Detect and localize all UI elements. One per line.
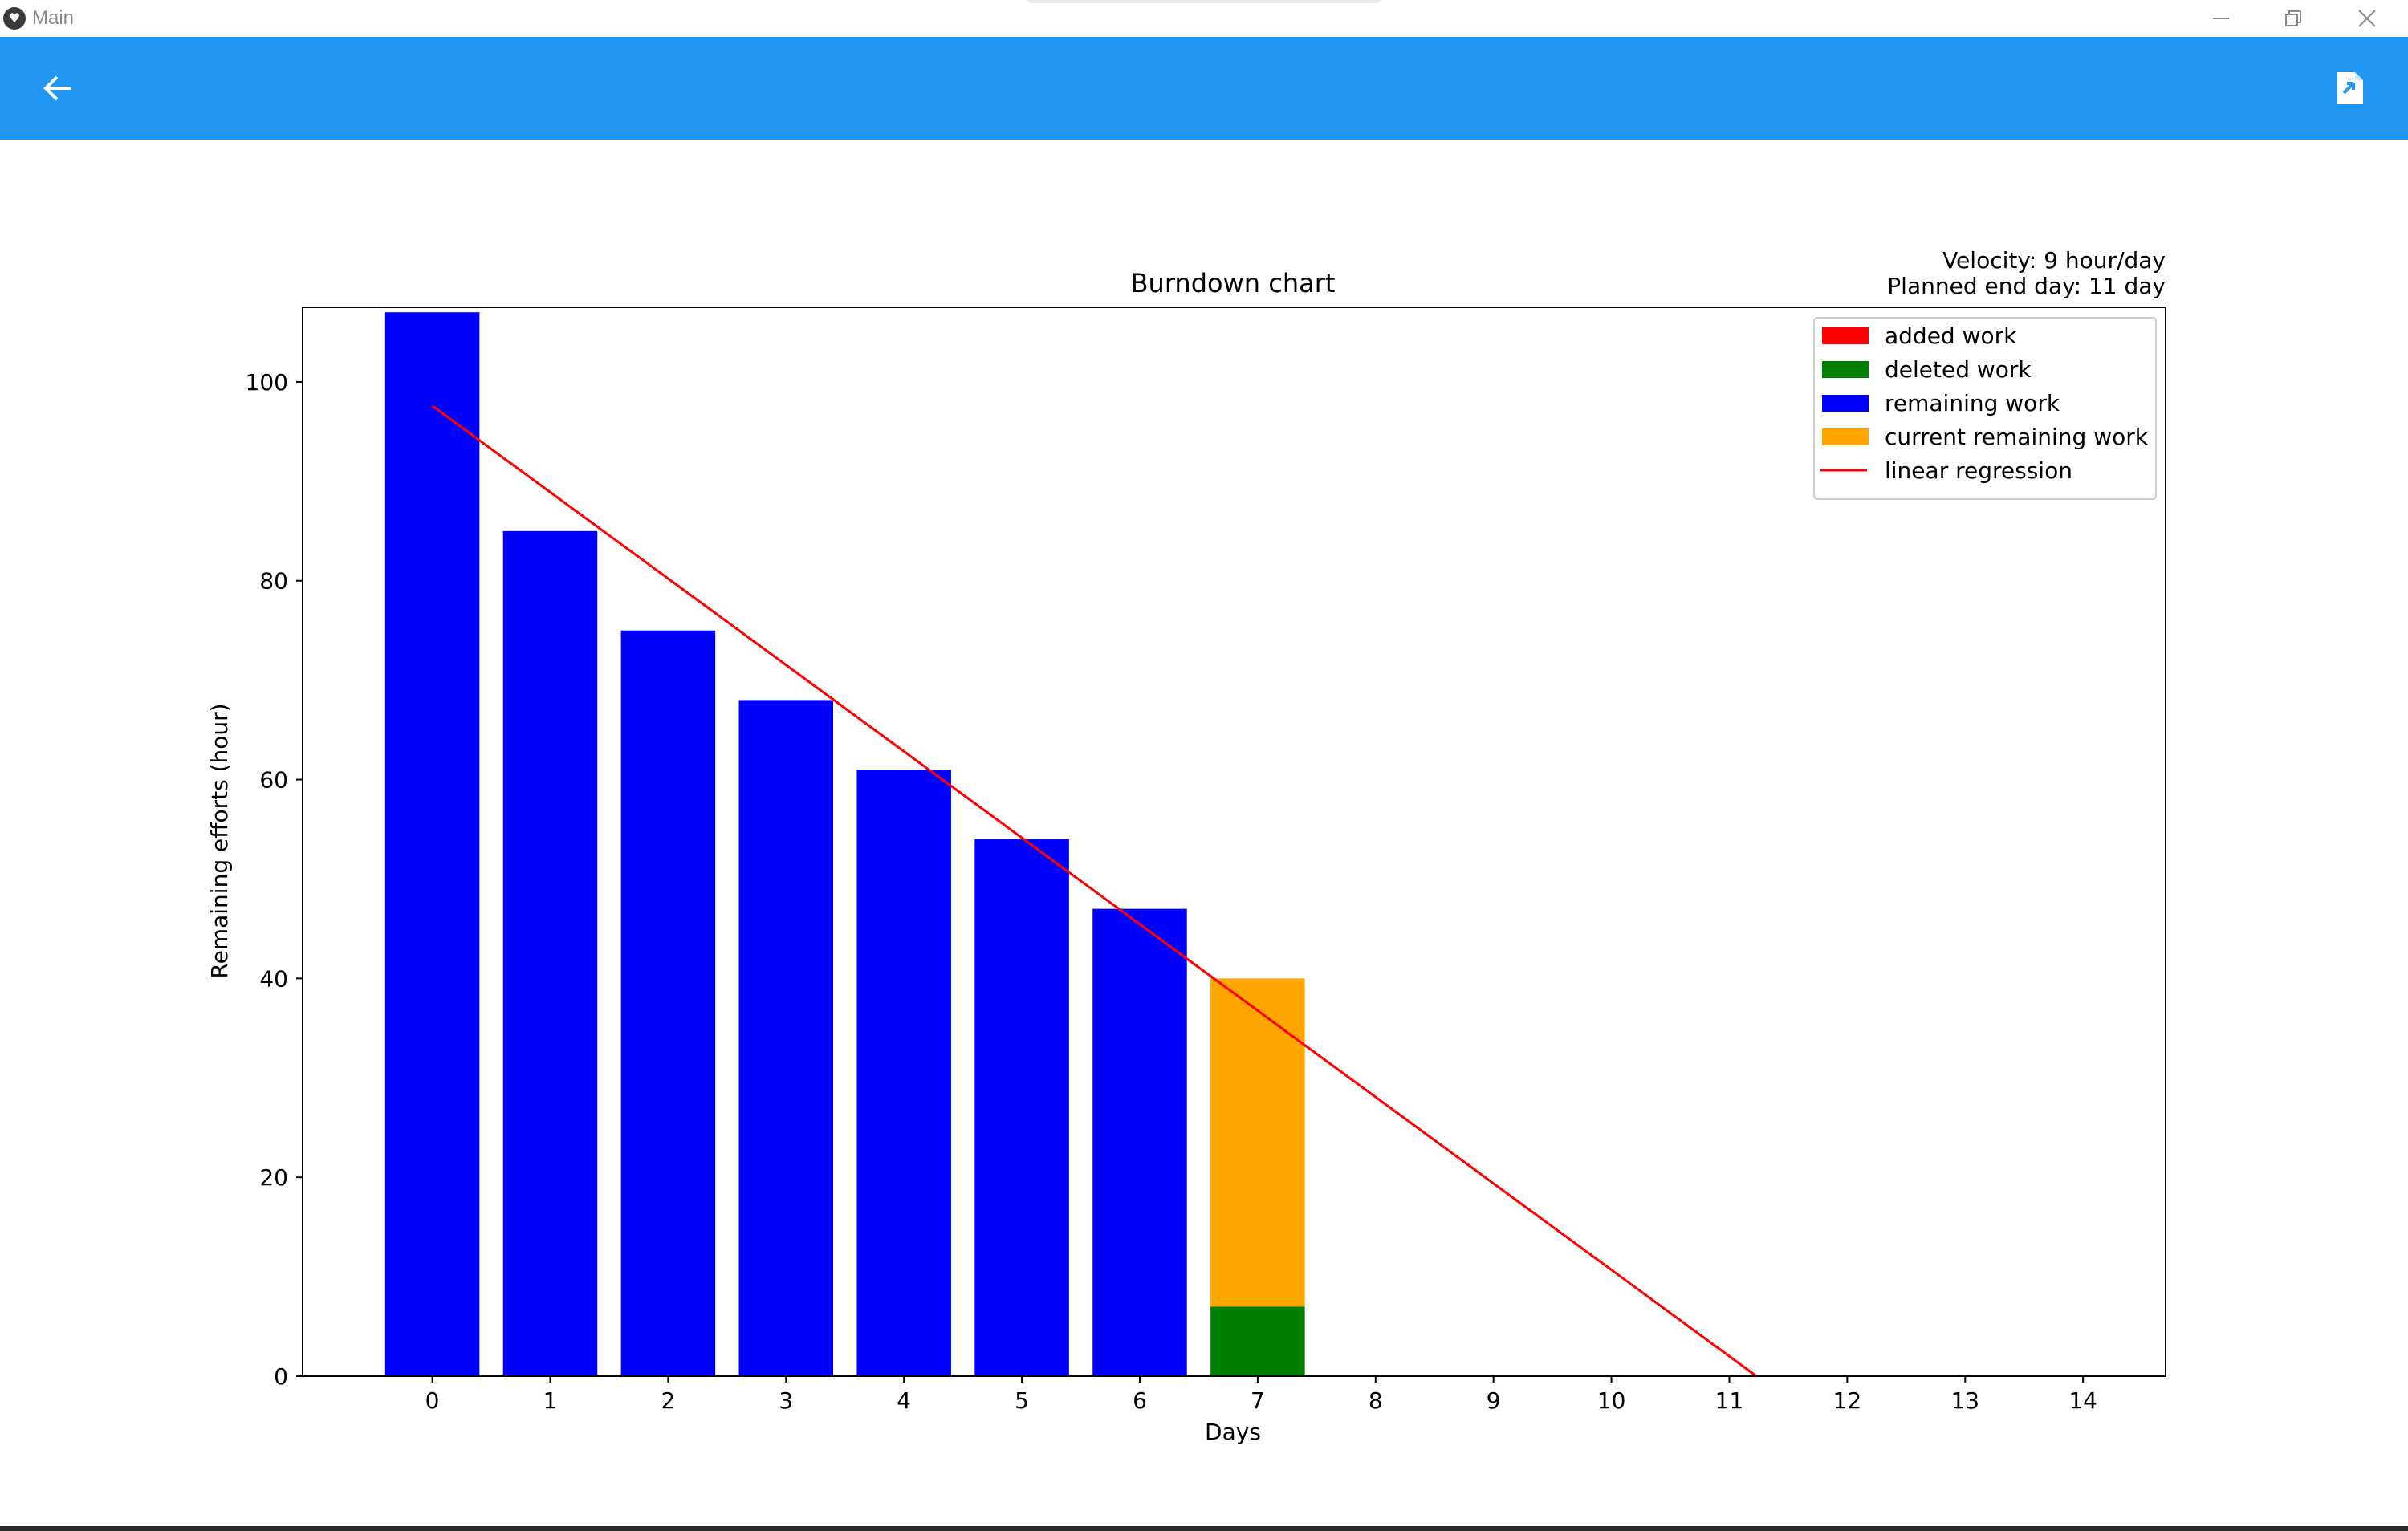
legend-label-deleted-work: deleted work (1885, 356, 2032, 383)
back-button[interactable] (34, 64, 82, 112)
x-tick-label: 13 (1950, 1387, 1979, 1414)
velocity-annotation: Velocity: 9 hour/day (1942, 247, 2166, 274)
linear-regression-line (431, 404, 1758, 1378)
regression-layer (431, 404, 1758, 1378)
y-tick-label: 80 (259, 568, 288, 595)
x-tick-label: 7 (1251, 1387, 1265, 1414)
plot-frame (302, 307, 2166, 1377)
remaining-work-bar-day-0 (384, 312, 480, 1377)
y-axis-label: Remaining efforts (hour) (206, 703, 233, 978)
chart-title: Burndown chart (1131, 268, 1336, 298)
x-tick-label: 5 (1015, 1387, 1029, 1414)
arrow-left-icon (43, 75, 71, 101)
legend-label-added-work: added work (1885, 323, 2017, 349)
x-axis-label: Days (1205, 1419, 1261, 1445)
y-tick-label: 60 (259, 767, 288, 794)
export-button[interactable] (2326, 64, 2374, 112)
x-tick-label: 10 (1597, 1387, 1626, 1414)
x-tick-label: 9 (1487, 1387, 1501, 1414)
window-title: Main (32, 7, 75, 29)
remaining-work-bar-day-4 (856, 770, 951, 1376)
remaining-work-bar-day-6 (1092, 908, 1187, 1376)
bars-layer (384, 312, 1305, 1377)
minimize-button[interactable] (2185, 0, 2257, 37)
titlebar-tab-handle (1027, 0, 1381, 3)
legend-label-linear-regression: linear regression (1885, 457, 2072, 484)
app-toolbar (0, 37, 2408, 140)
x-tick-label: 12 (1833, 1387, 1862, 1414)
remaining-work-bar-day-5 (974, 839, 1069, 1376)
x-tick-label: 8 (1369, 1387, 1383, 1414)
remaining-work-bar-day-2 (620, 630, 716, 1376)
chart-area: Burndown chart Velocity: 9 hour/day Plan… (0, 140, 2408, 1525)
legend: added work deleted work remaining work curr… (1813, 317, 2157, 500)
x-tick-label: 14 (2068, 1387, 2097, 1414)
legend-label-remaining-work: remaining work (1885, 390, 2060, 416)
x-tick-label: 6 (1133, 1387, 1147, 1414)
close-icon (2358, 10, 2376, 27)
planned-end-annotation: Planned end day: 11 day (1887, 273, 2166, 299)
remaining-work-bar-day-3 (738, 700, 834, 1376)
burndown-chart: Burndown chart Velocity: 9 hour/day Plan… (206, 247, 2166, 1445)
x-tick-label: 11 (1715, 1387, 1744, 1414)
deleted-work-bar-day-7 (1210, 1306, 1305, 1376)
y-tick-label: 40 (259, 965, 288, 992)
window-titlebar: ♥ Main (0, 0, 2408, 38)
x-tick-label: 1 (543, 1387, 558, 1414)
legend-swatch-added-work (1822, 327, 1869, 344)
restore-button[interactable] (2257, 0, 2329, 37)
y-tick-label: 20 (259, 1164, 288, 1191)
remaining-work-bar-day-1 (502, 530, 598, 1376)
x-tick-label: 3 (779, 1387, 793, 1414)
restore-icon (2285, 10, 2301, 26)
legend-swatch-remaining-work (1822, 395, 1869, 412)
legend-swatch-deleted-work (1822, 361, 1869, 378)
x-tick-label: 0 (425, 1387, 440, 1414)
bottom-border (0, 1526, 2408, 1531)
legend-swatch-current-remaining-work (1822, 428, 1869, 445)
current-remaining-work-bar-day-7 (1210, 978, 1305, 1307)
x-tick-label: 4 (897, 1387, 911, 1414)
y-tick-label: 100 (246, 369, 288, 396)
app-logo-icon: ♥ (3, 7, 26, 30)
y-tick-label: 0 (274, 1363, 288, 1390)
legend-box (1813, 317, 2157, 500)
legend-label-current-remaining-work: current remaining work (1885, 424, 2149, 450)
file-export-icon (2337, 72, 2363, 104)
x-tick-label: 2 (661, 1387, 675, 1414)
close-button[interactable] (2331, 0, 2403, 37)
minimize-icon (2213, 18, 2229, 19)
